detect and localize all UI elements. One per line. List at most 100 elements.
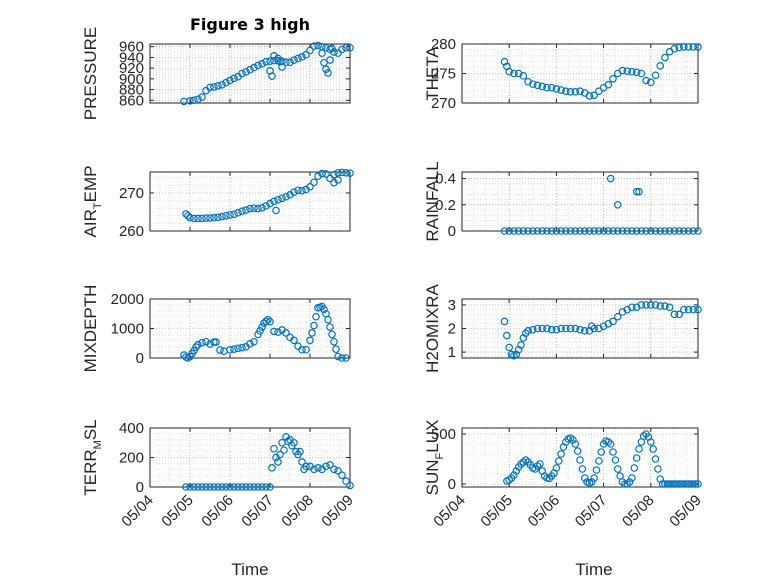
data-point	[268, 72, 276, 80]
data-point	[585, 227, 594, 235]
data-point	[590, 91, 598, 100]
data-point	[628, 303, 636, 312]
data-point	[566, 87, 575, 96]
data-point	[637, 69, 646, 78]
data-point	[278, 438, 286, 447]
data-point	[623, 67, 632, 75]
data-point	[689, 480, 698, 488]
data-point	[330, 337, 338, 346]
data-point	[585, 92, 594, 100]
x-tick-label: 05/05	[158, 492, 197, 531]
data-point	[635, 187, 643, 196]
data-point	[290, 56, 298, 64]
data-point	[342, 168, 350, 177]
data-point	[646, 227, 655, 235]
data-point	[632, 187, 641, 196]
data-point	[651, 301, 660, 309]
data-point	[194, 483, 202, 491]
data-point	[628, 67, 636, 76]
data-point	[590, 474, 598, 482]
data-point	[646, 438, 655, 446]
y-axis-label: TERRMSL	[81, 419, 104, 495]
data-point	[552, 227, 561, 235]
data-point	[334, 176, 342, 184]
subplot-3: 260 270 AIRTEMP	[81, 166, 354, 240]
data-point	[691, 480, 700, 488]
data-point	[190, 483, 198, 491]
axes-box	[149, 43, 351, 104]
data-point	[258, 323, 266, 331]
x-tick-label: 05/04	[118, 492, 157, 531]
data-point	[580, 327, 589, 335]
data-point	[670, 310, 679, 319]
data-point	[338, 471, 346, 480]
y-axis-label: AIRTEMP	[81, 166, 104, 238]
data-point	[656, 227, 665, 235]
y-axis-label: SUNFLUX	[423, 420, 446, 496]
data-point	[552, 85, 561, 93]
data-point	[613, 465, 622, 473]
data-point	[272, 206, 280, 215]
data-point	[318, 169, 326, 178]
y-axis-label: RAINFALL	[423, 161, 442, 241]
y-tick-label: 860	[119, 92, 144, 109]
data-point	[194, 95, 202, 104]
data-point	[672, 480, 681, 488]
data-point	[270, 327, 278, 336]
data-point	[202, 214, 210, 222]
y-tick-label: 280	[431, 36, 456, 53]
data-point	[571, 87, 580, 96]
x-tick-label: 05/07	[572, 492, 611, 531]
y-tick-label: 960	[119, 39, 144, 56]
data-point	[238, 343, 246, 352]
data-point	[590, 227, 598, 235]
data-point	[320, 305, 328, 314]
data-point	[606, 174, 615, 183]
data-point	[302, 345, 310, 354]
data-point	[202, 483, 210, 491]
data-point	[306, 183, 314, 191]
data-point	[250, 337, 258, 346]
data-point	[226, 211, 234, 219]
data-point	[675, 43, 683, 52]
data-point	[202, 337, 210, 346]
x-axis-label: Time	[231, 560, 268, 579]
data-point	[557, 450, 565, 458]
data-point	[312, 312, 320, 321]
data-point	[346, 169, 354, 177]
data-point	[646, 78, 655, 87]
data-point	[587, 322, 596, 330]
y-tick-label: 500	[431, 426, 456, 443]
data-point	[533, 227, 542, 235]
data-point	[278, 194, 286, 203]
data-point	[258, 203, 266, 212]
data-point	[663, 480, 672, 488]
data-point	[621, 480, 629, 488]
data-point	[632, 227, 641, 235]
data-point	[505, 227, 514, 235]
data-point	[198, 338, 206, 347]
data-point	[533, 324, 542, 333]
data-point	[342, 477, 350, 485]
data-point	[206, 483, 214, 491]
data-point	[547, 325, 556, 334]
data-point	[661, 302, 669, 310]
data-point	[310, 321, 318, 330]
data-point	[538, 324, 547, 333]
data-point	[566, 227, 575, 235]
data-point	[554, 457, 563, 465]
y-tick-label: 0	[136, 350, 144, 367]
data-point	[234, 208, 242, 217]
data-point	[519, 72, 528, 80]
data-point	[324, 69, 332, 77]
data-point	[595, 87, 603, 96]
data-point	[182, 483, 190, 491]
axes-box	[461, 171, 699, 232]
y-tick-label: 0	[448, 476, 456, 493]
data-point	[250, 483, 258, 491]
data-point	[595, 227, 603, 235]
data-point	[210, 483, 218, 491]
data-point	[668, 480, 676, 488]
data-point	[262, 57, 270, 66]
